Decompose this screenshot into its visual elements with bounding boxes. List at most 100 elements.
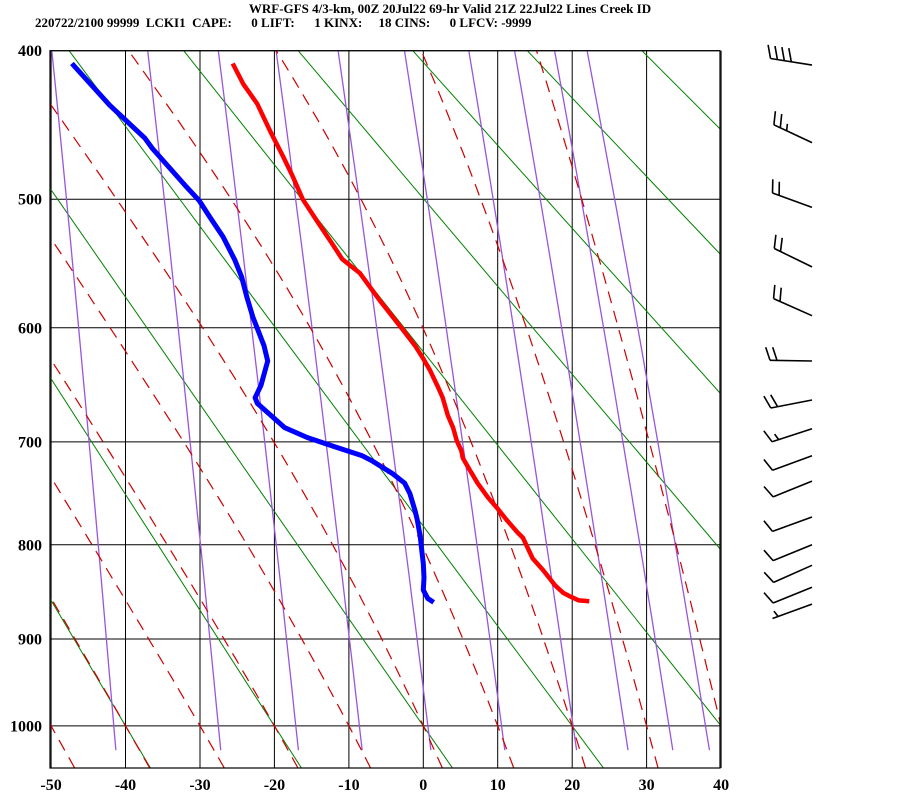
barb-full-tick: [763, 592, 774, 604]
pressure-tick-label: 1000: [10, 718, 42, 735]
temp-tick-label: 40: [713, 777, 729, 794]
pressure-tick-label: 400: [18, 43, 42, 60]
dry-adiabat: [526, 50, 720, 255]
temp-tick-label: 0: [419, 777, 427, 794]
temp-tick-label: -10: [338, 777, 359, 794]
wind-barb: [772, 284, 813, 317]
dry-adiabat: [412, 50, 720, 394]
barb-staff: [772, 586, 813, 604]
moist-adiabat: [275, 50, 587, 769]
temp-tick-label: -30: [189, 777, 210, 794]
wind-barb: [763, 544, 813, 562]
mixing-ratio-line: [513, 50, 629, 751]
barb-staff: [773, 564, 813, 584]
mixing-ratio-line: [337, 50, 432, 751]
temp-tick-label: -20: [264, 777, 285, 794]
wind-barb: [772, 603, 813, 620]
temp-tick-label: -40: [115, 777, 136, 794]
plot-border: [49, 50, 721, 769]
barb-staff: [770, 399, 813, 409]
dry-adiabat: [50, 376, 302, 769]
barb-staff: [772, 455, 813, 471]
temp-tick-label: 30: [639, 777, 655, 794]
temp-tick-label: 10: [490, 777, 506, 794]
mixing-ratio-line: [553, 50, 674, 751]
barb-half-tick: [785, 123, 789, 131]
barb-full-tick: [779, 237, 783, 252]
wind-barb-column: [763, 44, 813, 620]
pressure-tick-label: 900: [18, 632, 42, 649]
barb-half-tick: [773, 610, 779, 617]
wind-barb: [763, 516, 813, 533]
dry-adiabat: [68, 50, 604, 769]
barb-staff: [772, 480, 813, 498]
wind-barb: [763, 480, 813, 498]
barb-full-tick: [763, 549, 774, 562]
barb-staff: [771, 428, 813, 443]
mixing-ratio-line: [51, 50, 117, 751]
wind-barb: [773, 111, 813, 144]
barb-full-tick: [767, 44, 772, 59]
axis-labels: 400 500 600 700 800 900 1000 -50 -40 -30 -20 -10 0 10…: [10, 43, 729, 794]
barb-full-tick: [788, 48, 793, 62]
pressure-tick-label: 500: [18, 192, 42, 209]
wind-barb: [771, 179, 813, 209]
barb-staff: [772, 603, 813, 620]
mixing-ratio-lines: [51, 50, 711, 751]
pressure-tick-label: 700: [18, 434, 42, 451]
wind-barb: [763, 564, 813, 584]
chart-title: WRF-GFS 4/3-km, 00Z 20Jul22 69-hr Valid …: [248, 1, 652, 16]
dewpoint-trace: [70, 61, 436, 605]
barb-full-tick: [763, 485, 774, 498]
dry-adiabat: [183, 50, 720, 726]
pressure-tick-label: 800: [18, 537, 42, 554]
barb-full-tick: [781, 46, 786, 61]
moist-adiabats: [50, 50, 720, 769]
barb-full-tick: [774, 45, 779, 60]
wind-barb: [773, 234, 813, 268]
mixing-ratio-line: [217, 50, 300, 751]
barb-full-tick: [763, 458, 774, 471]
wind-barb: [763, 428, 813, 443]
dry-adiabat: [50, 187, 453, 769]
moist-adiabat: [50, 357, 299, 769]
moist-adiabat: [420, 50, 659, 769]
mixing-ratio-line: [275, 50, 363, 751]
moist-adiabat: [50, 722, 76, 769]
moist-adiabat: [128, 50, 515, 769]
barb-staff: [772, 516, 813, 533]
wind-barb: [763, 394, 813, 409]
barb-staff: [772, 544, 813, 562]
mixing-ratio-line: [468, 50, 578, 751]
moist-adiabat: [50, 236, 372, 769]
mixing-ratio-line: [147, 50, 222, 751]
wind-barb: [763, 455, 813, 471]
grid-lines: [50, 50, 722, 768]
wind-barb: [767, 44, 813, 66]
barb-staff: [773, 297, 813, 317]
temp-tick-label: -50: [40, 777, 61, 794]
temperature-trace: [230, 62, 590, 604]
dry-adiabats: [50, 50, 720, 769]
barb-full-tick: [773, 111, 777, 125]
chart-stats-line: 220722/2100 99999 LCKI1 CAPE: 0 LIFT: 1 …: [35, 15, 532, 30]
pressure-tick-label: 600: [18, 320, 42, 337]
temp-tick-label: 20: [564, 777, 580, 794]
barb-full-tick: [770, 394, 779, 408]
moist-adiabat: [50, 595, 151, 769]
dry-adiabat: [50, 597, 151, 769]
barb-full-tick: [779, 287, 782, 302]
barb-staff: [769, 359, 813, 362]
barb-full-tick: [773, 234, 777, 249]
moist-adiabat: [50, 102, 443, 769]
dry-adiabat: [297, 50, 720, 550]
moist-adiabat: [50, 474, 225, 769]
barb-half-tick: [773, 433, 780, 441]
barb-full-tick: [763, 571, 775, 583]
barb-full-tick: [763, 430, 773, 443]
moist-adiabat: [535, 50, 720, 724]
dry-adiabat: [641, 50, 720, 130]
barb-full-tick: [772, 284, 776, 299]
barb-full-tick: [763, 395, 772, 409]
